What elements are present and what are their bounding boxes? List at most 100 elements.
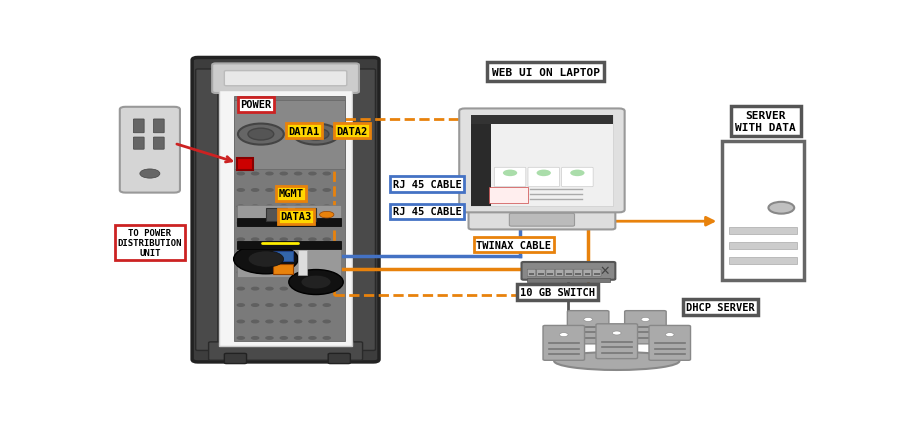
FancyBboxPatch shape [543, 325, 585, 360]
Circle shape [294, 205, 302, 209]
Circle shape [279, 139, 288, 143]
Circle shape [250, 189, 260, 193]
Circle shape [265, 303, 274, 307]
Circle shape [250, 123, 260, 127]
Ellipse shape [554, 352, 679, 370]
Text: DHCP SERVER: DHCP SERVER [687, 302, 755, 312]
Circle shape [279, 222, 288, 225]
Circle shape [308, 320, 317, 324]
FancyBboxPatch shape [565, 274, 572, 276]
FancyBboxPatch shape [209, 342, 362, 360]
Circle shape [308, 172, 317, 176]
Text: SERVER
WITH DATA: SERVER WITH DATA [736, 111, 796, 132]
Circle shape [237, 287, 245, 291]
Circle shape [322, 271, 331, 274]
Circle shape [308, 222, 317, 225]
Circle shape [238, 124, 284, 145]
Circle shape [294, 222, 302, 225]
FancyBboxPatch shape [538, 274, 543, 276]
Circle shape [320, 212, 334, 219]
FancyBboxPatch shape [353, 70, 375, 351]
Circle shape [294, 139, 302, 143]
Text: DATA1: DATA1 [288, 127, 320, 136]
Circle shape [265, 139, 274, 143]
Circle shape [289, 270, 343, 295]
Circle shape [250, 205, 260, 209]
Circle shape [308, 336, 317, 340]
FancyBboxPatch shape [649, 325, 690, 360]
Circle shape [308, 271, 317, 274]
Text: POWER: POWER [240, 100, 272, 110]
Circle shape [308, 189, 317, 193]
Text: DATA2: DATA2 [336, 127, 368, 136]
Circle shape [294, 271, 302, 274]
FancyBboxPatch shape [490, 187, 528, 204]
FancyBboxPatch shape [459, 109, 625, 213]
FancyBboxPatch shape [521, 262, 615, 280]
Circle shape [308, 303, 317, 307]
FancyBboxPatch shape [468, 209, 615, 230]
Circle shape [279, 172, 288, 176]
Circle shape [294, 172, 302, 176]
Circle shape [279, 254, 288, 258]
Circle shape [279, 189, 288, 193]
FancyBboxPatch shape [574, 270, 582, 277]
FancyBboxPatch shape [328, 354, 350, 364]
Circle shape [250, 238, 260, 242]
FancyBboxPatch shape [274, 251, 293, 261]
FancyBboxPatch shape [295, 209, 316, 222]
Circle shape [250, 254, 260, 258]
Text: ✕: ✕ [600, 265, 610, 278]
FancyBboxPatch shape [237, 158, 253, 171]
FancyBboxPatch shape [470, 124, 491, 206]
Circle shape [279, 336, 288, 340]
FancyBboxPatch shape [237, 219, 341, 227]
FancyBboxPatch shape [470, 116, 614, 124]
Circle shape [250, 156, 260, 160]
FancyBboxPatch shape [583, 270, 591, 277]
FancyBboxPatch shape [729, 242, 797, 250]
FancyBboxPatch shape [625, 311, 666, 344]
FancyBboxPatch shape [213, 64, 359, 94]
Circle shape [265, 254, 274, 258]
Circle shape [250, 303, 260, 307]
Circle shape [237, 254, 245, 258]
Circle shape [537, 170, 551, 177]
FancyBboxPatch shape [237, 242, 341, 250]
Circle shape [294, 123, 302, 127]
FancyBboxPatch shape [192, 58, 379, 362]
Circle shape [294, 287, 302, 291]
Circle shape [250, 271, 260, 274]
Circle shape [237, 139, 245, 143]
Circle shape [294, 320, 302, 324]
Circle shape [308, 123, 317, 127]
FancyBboxPatch shape [529, 274, 534, 276]
FancyBboxPatch shape [592, 270, 601, 277]
Circle shape [303, 129, 329, 141]
FancyBboxPatch shape [556, 274, 563, 276]
Text: RJ 45 CABLE: RJ 45 CABLE [393, 207, 461, 217]
Circle shape [265, 336, 274, 340]
FancyBboxPatch shape [274, 264, 293, 274]
Circle shape [265, 287, 274, 291]
Circle shape [293, 124, 339, 145]
FancyBboxPatch shape [547, 274, 553, 276]
Circle shape [250, 172, 260, 176]
FancyBboxPatch shape [494, 168, 526, 187]
FancyBboxPatch shape [546, 270, 554, 277]
Circle shape [322, 205, 331, 209]
FancyBboxPatch shape [722, 141, 805, 281]
Text: TWINAX CABLE: TWINAX CABLE [476, 240, 551, 250]
Circle shape [294, 238, 302, 242]
Circle shape [248, 129, 274, 141]
Circle shape [322, 238, 331, 242]
Circle shape [294, 156, 302, 160]
Circle shape [140, 170, 160, 179]
Circle shape [237, 222, 245, 225]
Circle shape [769, 202, 795, 214]
Circle shape [250, 320, 260, 324]
Circle shape [308, 205, 317, 209]
FancyBboxPatch shape [528, 279, 610, 282]
FancyBboxPatch shape [470, 116, 614, 206]
Circle shape [237, 189, 245, 193]
